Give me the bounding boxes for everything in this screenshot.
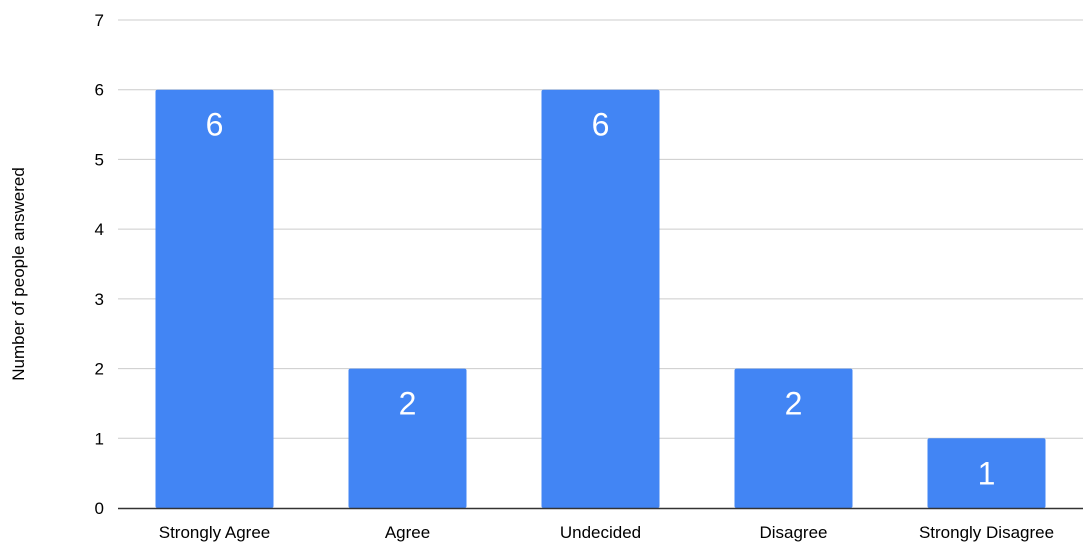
x-category-label: Strongly Disagree (919, 523, 1054, 542)
bar (541, 89, 660, 508)
y-tick-label: 4 (95, 220, 104, 239)
y-axis-ticks: 0 1 2 3 4 5 6 7 (95, 11, 104, 518)
bar-data-label: 6 (206, 107, 224, 143)
y-tick-label: 2 (95, 360, 104, 379)
y-tick-label: 0 (95, 499, 104, 518)
x-category-label: Undecided (560, 523, 641, 542)
y-tick-label: 6 (95, 81, 104, 100)
x-axis-categories: Strongly Agree Agree Undecided Disagree Stro… (159, 523, 1054, 542)
bar-data-label: 2 (399, 386, 417, 422)
y-tick-label: 7 (95, 11, 104, 30)
data-labels: 6 2 6 2 1 (206, 107, 996, 492)
bar-data-label: 2 (785, 386, 803, 422)
y-tick-label: 3 (95, 290, 104, 309)
bars (155, 89, 1046, 508)
bar (734, 368, 853, 508)
y-axis-title: Number of people answered (9, 167, 28, 381)
y-tick-label: 5 (95, 150, 104, 169)
bar (927, 438, 1046, 508)
bar-data-label: 1 (978, 455, 996, 491)
x-category-label: Strongly Agree (159, 523, 271, 542)
bar (155, 89, 274, 508)
x-category-label: Disagree (759, 523, 827, 542)
x-category-label: Agree (385, 523, 430, 542)
bar (348, 368, 467, 508)
y-tick-label: 1 (95, 429, 104, 448)
bar-data-label: 6 (592, 107, 610, 143)
